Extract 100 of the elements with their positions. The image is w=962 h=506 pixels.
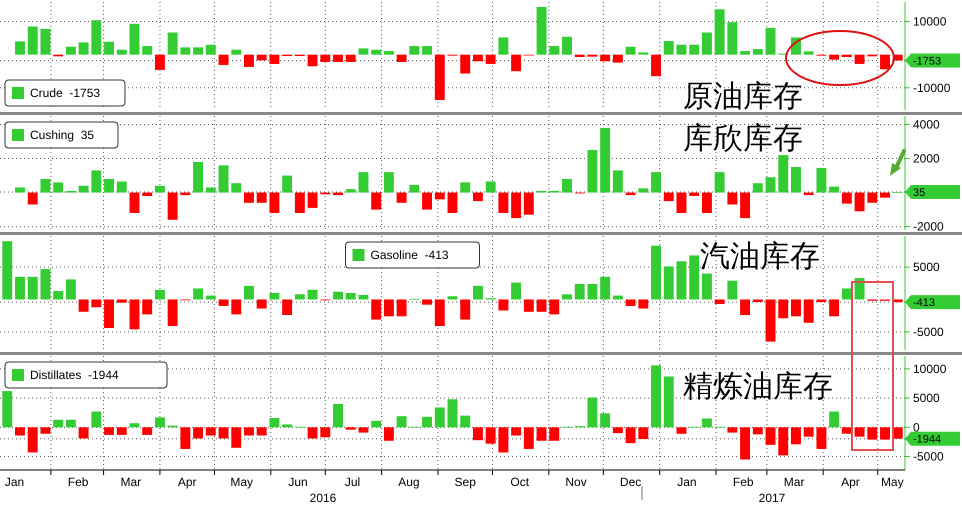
bar	[766, 28, 776, 55]
bar	[193, 427, 204, 438]
bar	[154, 417, 165, 428]
bar	[842, 427, 852, 434]
y-tick-label: 0	[913, 420, 920, 434]
bar	[791, 427, 801, 444]
bar	[218, 165, 228, 193]
bar	[702, 418, 712, 428]
bar	[282, 299, 292, 316]
bar	[154, 290, 165, 300]
bar	[651, 172, 661, 193]
bar	[816, 299, 826, 302]
bar	[180, 192, 190, 196]
bar	[308, 54, 318, 66]
bar	[804, 51, 814, 55]
bar	[358, 172, 368, 193]
bar	[740, 427, 750, 460]
y-tick-label: 2000	[913, 152, 940, 166]
bar	[664, 192, 674, 202]
bar	[511, 427, 522, 436]
x-tick-label: Oct	[510, 475, 530, 489]
bar	[40, 28, 50, 55]
bar	[829, 299, 840, 316]
bar	[409, 46, 420, 55]
bar	[66, 46, 76, 55]
bar	[600, 128, 610, 193]
bar	[409, 184, 420, 193]
bar	[104, 42, 114, 55]
bar	[333, 292, 343, 300]
bar	[384, 172, 394, 193]
bar	[116, 182, 127, 193]
y-tick-label: -5000	[913, 450, 944, 464]
bar	[448, 399, 458, 428]
bar	[231, 299, 242, 314]
annotation: 原油库存	[683, 79, 803, 114]
bar	[308, 427, 318, 438]
bar	[498, 192, 508, 213]
bar	[384, 51, 394, 55]
bar	[460, 299, 470, 320]
bar	[714, 299, 725, 304]
bar	[193, 288, 204, 300]
bar	[130, 299, 140, 330]
y-tick-label: 5000	[913, 391, 940, 406]
legend-label: Gasoline -413	[370, 248, 449, 262]
bar	[53, 420, 64, 428]
y-tick-label: -10000	[913, 80, 951, 95]
bar	[549, 427, 560, 441]
bar	[193, 47, 204, 55]
bar	[778, 427, 788, 456]
bar	[244, 427, 254, 436]
bar	[714, 172, 725, 193]
bar	[28, 192, 38, 204]
bar	[752, 183, 763, 193]
bar	[472, 286, 483, 300]
bar	[78, 42, 89, 55]
bar	[294, 192, 305, 213]
bar	[333, 192, 343, 196]
bar	[346, 189, 356, 193]
bar	[612, 427, 623, 434]
bar	[460, 182, 470, 193]
bar	[638, 299, 648, 309]
x-tick-label: May	[880, 475, 904, 489]
bar	[218, 54, 228, 65]
bar	[472, 192, 483, 202]
bar	[486, 427, 496, 444]
bar	[66, 279, 76, 300]
bar	[28, 427, 38, 452]
bar	[460, 416, 470, 428]
bar	[626, 299, 636, 306]
bar	[664, 41, 674, 55]
text: 2017	[758, 491, 786, 505]
bar	[587, 398, 598, 428]
bar	[2, 391, 12, 428]
bar	[880, 192, 890, 198]
bar	[320, 427, 330, 438]
bar	[727, 22, 738, 55]
bar	[308, 192, 318, 208]
bar	[600, 276, 610, 300]
bar	[422, 416, 432, 428]
bar	[448, 296, 458, 300]
bar	[434, 54, 445, 100]
bar	[53, 291, 64, 300]
bar	[396, 299, 407, 316]
bar	[358, 48, 368, 55]
bar	[142, 299, 152, 314]
bar	[358, 427, 368, 433]
x-tick-label: Jul	[344, 475, 360, 489]
bar	[689, 44, 700, 55]
x-tick-label: Dec	[620, 475, 642, 489]
bar	[434, 299, 445, 326]
y-tick-label: -413	[913, 297, 936, 310]
bar	[168, 32, 178, 55]
bar	[880, 427, 890, 440]
bar	[664, 266, 674, 300]
bar	[91, 20, 102, 55]
bar	[78, 186, 89, 193]
bar	[244, 286, 254, 300]
bar	[524, 299, 534, 312]
bar	[651, 54, 661, 76]
bar	[472, 427, 483, 440]
